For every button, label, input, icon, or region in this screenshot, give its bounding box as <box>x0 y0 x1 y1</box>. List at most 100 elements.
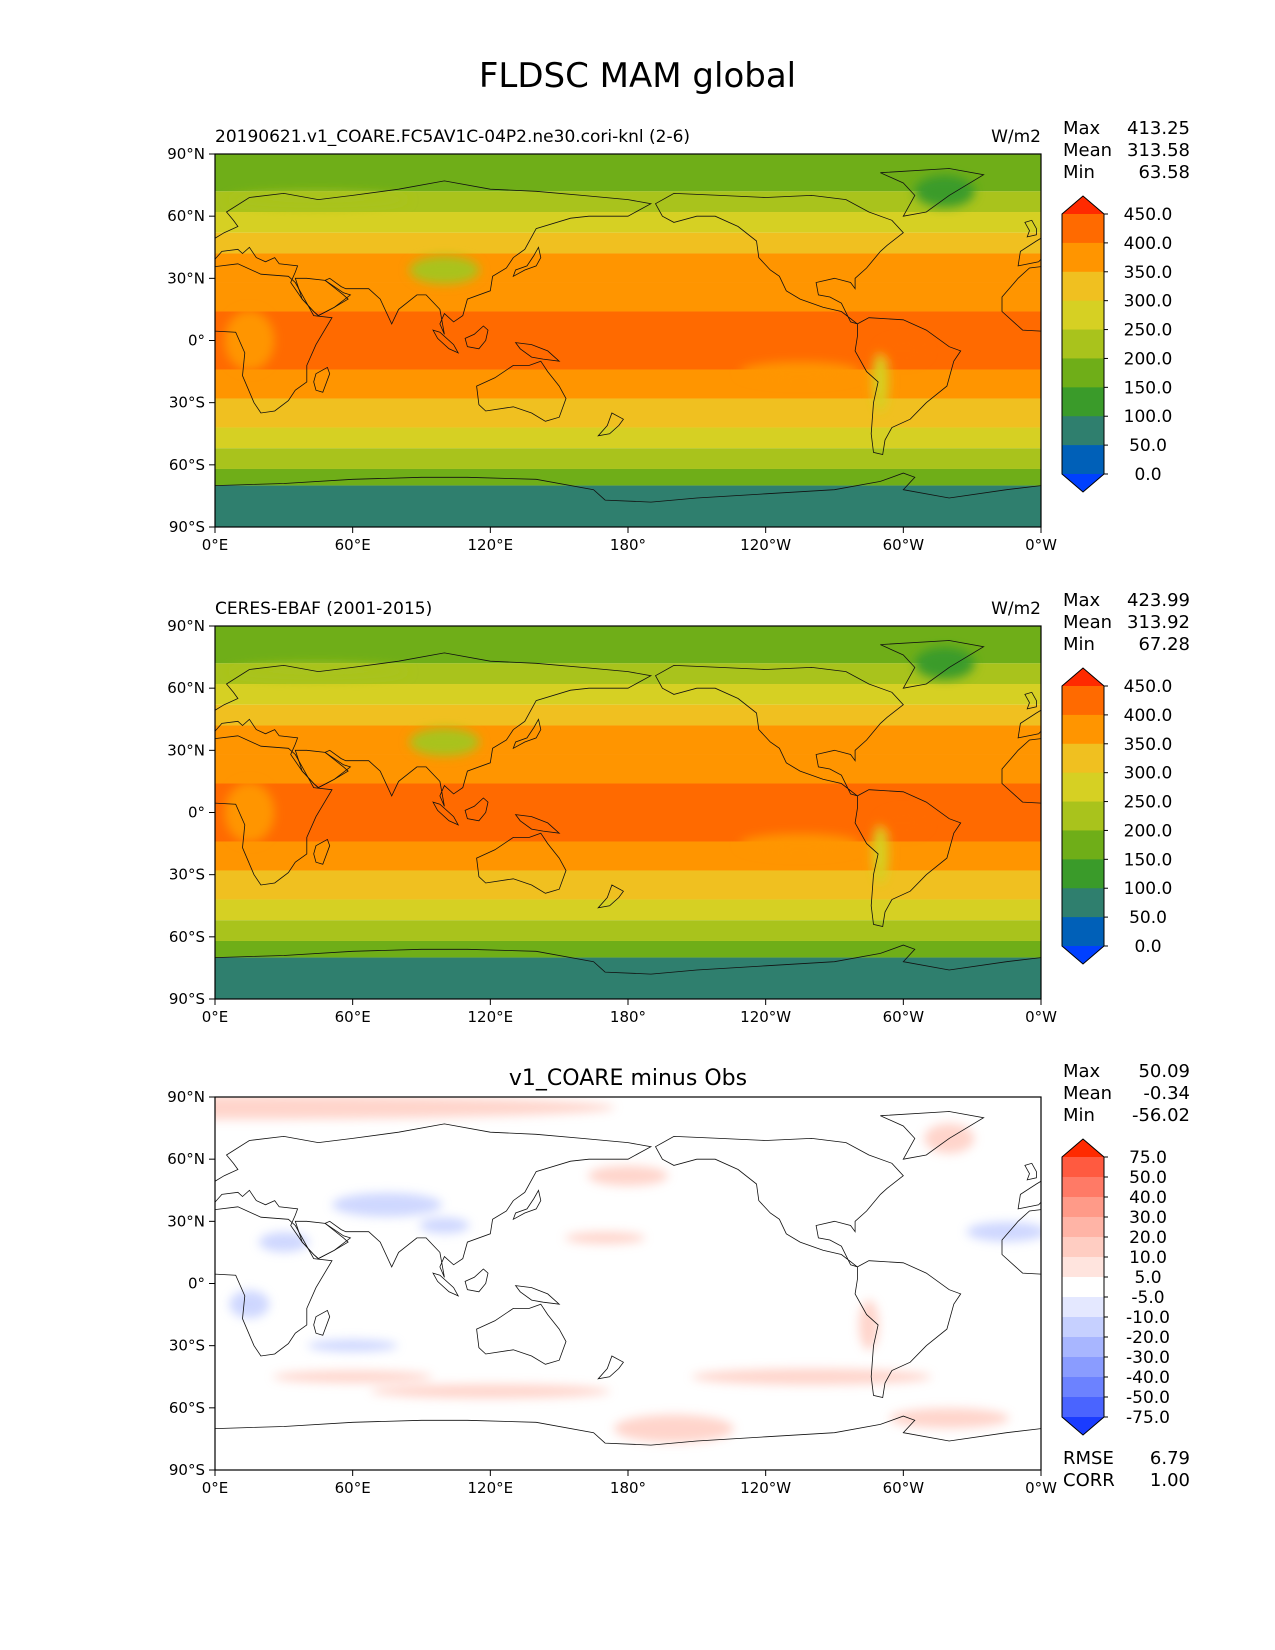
colorbar-segment <box>1062 917 1104 947</box>
field-band <box>215 899 1041 921</box>
coastline-japan <box>512 246 542 278</box>
coastline-antarctica <box>215 472 1041 527</box>
colorbar-label: 5.0 <box>1134 1268 1161 1288</box>
map-test <box>215 154 1041 527</box>
coastline-madagascar <box>313 1309 331 1336</box>
lon-tick-label: 120°W <box>740 1008 791 1026</box>
colorbar-label: 150.0 <box>1124 378 1173 398</box>
lat-tick-label: 60°S <box>169 1399 205 1417</box>
tibet-feature <box>409 728 480 757</box>
colorbar-extend-bottom <box>1062 474 1104 492</box>
coastlines <box>54 1111 1041 1470</box>
stat-value: -56.02 <box>1132 1105 1190 1126</box>
stat-label: Mean <box>1063 140 1112 161</box>
colorbar-segment <box>1062 358 1104 388</box>
lat-tick-label: 30°N <box>167 1212 205 1230</box>
coastline-greenland <box>54 1112 157 1160</box>
positive-anomaly <box>370 1384 611 1399</box>
panel-units: W/m2 <box>991 127 1041 147</box>
coastline-south-america <box>29 790 135 927</box>
coastline-uk <box>1024 691 1037 710</box>
negative-anomaly <box>258 1232 309 1253</box>
coastline-australia <box>476 1303 567 1365</box>
coastline-eurasia <box>215 1123 653 1278</box>
negative-anomaly <box>307 1339 398 1352</box>
coastline-uk <box>1024 219 1037 238</box>
colorbar-segment <box>1062 242 1104 273</box>
stat-value: -0.34 <box>1143 1083 1190 1104</box>
coastline-borneo <box>464 1268 489 1293</box>
coastline-antarctica <box>215 944 1041 999</box>
amazon-feature <box>878 810 929 835</box>
lon-tick-label: 0°W <box>1025 1479 1057 1497</box>
lon-tick-label: 60°W <box>883 1008 925 1026</box>
positive-anomaly <box>272 1370 433 1383</box>
lon-tick-label: 120°E <box>468 1479 514 1497</box>
colorbar-segment <box>1062 714 1104 745</box>
colorbar-segment <box>1062 888 1104 918</box>
coastline-south-america <box>854 789 962 927</box>
stat-value: 63.58 <box>1138 162 1190 183</box>
field-band <box>215 920 1041 941</box>
colorbar-segment <box>1062 387 1104 417</box>
panel-units: W/m2 <box>991 599 1041 619</box>
colorbar-label: 50.0 <box>1129 436 1167 456</box>
positive-anomaly <box>889 1408 1010 1429</box>
lon-tick-label: 60°W <box>883 536 925 554</box>
colorbar-label: 200.0 <box>1124 821 1173 841</box>
colorbar-segment <box>1062 801 1104 831</box>
lon-tick-label: 180° <box>610 1479 646 1497</box>
field-band <box>215 957 1041 999</box>
lat-tick-label: 60°S <box>169 456 205 474</box>
colorbar-segment <box>1062 1217 1104 1238</box>
colorbar-segment <box>1062 1197 1104 1218</box>
field-band <box>215 684 1041 705</box>
panel-center-title: v1_COARE minus Obs <box>509 1066 747 1091</box>
lat-tick-label: 60°S <box>169 928 205 946</box>
lon-tick-label: 60°E <box>335 1008 371 1026</box>
colorbar-label: 0.0 <box>1134 465 1161 485</box>
lon-tick-label: 0°W <box>1025 1008 1057 1026</box>
field-band <box>215 282 1041 312</box>
coastline-new-guinea <box>514 1285 561 1305</box>
coastline-new-zealand <box>597 412 624 437</box>
positive-anomaly <box>565 1231 646 1244</box>
field-band <box>215 754 1041 784</box>
coastline-australia <box>476 360 567 422</box>
greenland-feature <box>914 647 975 680</box>
field-band <box>215 704 1041 726</box>
lat-tick-label: 30°N <box>167 269 205 287</box>
coastline-north-america <box>0 665 77 796</box>
colorbar-label: -30.0 <box>1126 1348 1170 1368</box>
lat-tick-label: 90°N <box>167 617 205 635</box>
negative-anomaly <box>419 1217 470 1234</box>
colorbar-label: 300.0 <box>1124 764 1173 784</box>
lon-tick-label: 180° <box>610 536 646 554</box>
lon-tick-label: 120°E <box>468 536 514 554</box>
colorbar-label: 250.0 <box>1124 793 1173 813</box>
stat-value: 50.09 <box>1138 1061 1190 1082</box>
colorbar-extend-bottom <box>1062 946 1104 964</box>
coastlines <box>0 640 1275 999</box>
extra-stat-value: 6.79 <box>1150 1448 1190 1469</box>
colorbar-label: 400.0 <box>1124 706 1173 726</box>
field-band <box>215 870 1041 900</box>
colorbar-label: 50.0 <box>1129 908 1167 928</box>
lat-tick-label: 0° <box>188 804 205 822</box>
lat-tick-label: 30°S <box>169 1337 205 1355</box>
stat-label: Mean <box>1063 612 1112 633</box>
colorbar-label: 350.0 <box>1124 735 1173 755</box>
positive-anomaly <box>215 1097 615 1120</box>
field-band <box>215 154 1041 192</box>
colorbar-segment <box>1062 214 1104 244</box>
lat-tick-label: 0° <box>188 1275 205 1293</box>
field-band <box>215 940 1041 958</box>
coastline-madagascar <box>313 838 331 865</box>
coastline-sumatra <box>1259 802 1275 825</box>
colorbar-segment <box>1062 830 1104 860</box>
coastline-new-guinea <box>514 342 561 362</box>
coastline-japan <box>512 1189 542 1221</box>
lat-tick-label: 0° <box>188 332 205 350</box>
extra-stat-value: 1.00 <box>1150 1470 1190 1491</box>
positive-anomaly <box>858 1299 879 1350</box>
